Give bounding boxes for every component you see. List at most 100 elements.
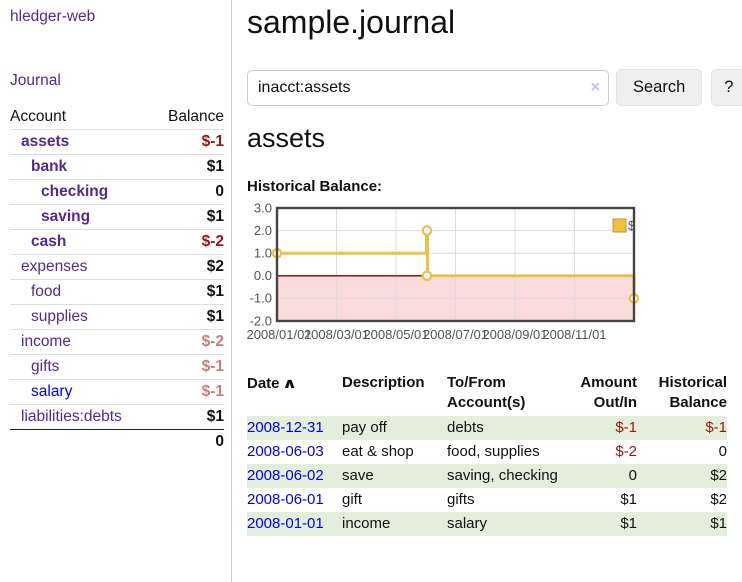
account-row: supplies $1 bbox=[10, 304, 224, 330]
chart-x-tick-labels: 2008/01/01 2008/03/01 2008/05/01 2008/07… bbox=[246, 327, 606, 342]
account-balance: $1 bbox=[206, 408, 224, 425]
account-row: expenses $2 bbox=[10, 254, 224, 280]
transaction-description: income bbox=[342, 515, 391, 532]
register-header-description: Description bbox=[342, 374, 425, 391]
historical-balance-chart[interactable]: $ 3.0 2.0 1.0 0.0 -1.0 -2.0 2008/01/01 2… bbox=[246, 201, 742, 352]
svg-text:-1.0: -1.0 bbox=[250, 291, 272, 306]
transaction-date-link[interactable]: 2008-06-01 bbox=[247, 491, 324, 508]
account-row: gifts $-1 bbox=[10, 354, 224, 380]
account-balance: $-1 bbox=[201, 383, 224, 400]
transaction-balance: $-1 bbox=[705, 419, 727, 436]
account-link-liabilities-debts[interactable]: liabilities:debts bbox=[21, 408, 122, 425]
svg-text:2008/03/01: 2008/03/01 bbox=[304, 327, 369, 342]
register-row: 2008-12-31 pay off debts $-1 $-1 bbox=[247, 416, 727, 440]
transaction-date-link[interactable]: 2008-06-02 bbox=[247, 467, 324, 484]
account-row: bank $1 bbox=[10, 154, 224, 180]
transaction-amount: 0 bbox=[628, 467, 637, 484]
transaction-accounts: gifts bbox=[447, 491, 475, 508]
transaction-date-link[interactable]: 2008-06-03 bbox=[247, 443, 324, 460]
help-button[interactable]: ? bbox=[711, 69, 742, 106]
register-header-date: Date ∧ bbox=[247, 375, 297, 392]
page-title: sample.journal bbox=[247, 4, 456, 40]
account-row: checking 0 bbox=[10, 179, 224, 205]
account-balance: $-2 bbox=[201, 333, 224, 350]
transaction-balance: $2 bbox=[710, 491, 727, 508]
account-row: assets $-1 bbox=[10, 129, 224, 155]
transaction-description: pay off bbox=[342, 419, 387, 436]
transaction-accounts: debts bbox=[447, 419, 484, 436]
transaction-description: save bbox=[342, 467, 374, 484]
register-header-balance: Historical Balance bbox=[658, 374, 727, 411]
register-table: Date ∧ Description To/From Account(s) Amo… bbox=[247, 373, 727, 536]
account-balance: $1 bbox=[206, 283, 224, 300]
account-balance: $-1 bbox=[201, 133, 224, 150]
account-balance: $-1 bbox=[201, 358, 224, 375]
svg-text:2008/05/01: 2008/05/01 bbox=[363, 327, 428, 342]
chart-title: Historical Balance: bbox=[247, 178, 383, 195]
search-input[interactable] bbox=[247, 69, 609, 106]
account-row: income $-2 bbox=[10, 329, 224, 355]
register-header-row: Date ∧ Description To/From Account(s) Amo… bbox=[247, 373, 727, 416]
sidebar: hledger-web Journal Account Balance asse… bbox=[0, 0, 232, 582]
transaction-description: gift bbox=[342, 491, 363, 508]
transaction-amount: $1 bbox=[620, 515, 637, 532]
svg-text:2008/01/01: 2008/01/01 bbox=[247, 327, 312, 342]
chart-border bbox=[275, 206, 636, 323]
accounts-header-account: Account bbox=[10, 108, 67, 125]
transaction-date-link[interactable]: 2008-01-01 bbox=[247, 515, 324, 532]
account-link-salary[interactable]: salary bbox=[31, 383, 73, 400]
account-link-saving[interactable]: saving bbox=[41, 208, 91, 225]
transaction-accounts: food, supplies bbox=[447, 443, 540, 460]
transaction-amount: $1 bbox=[620, 491, 637, 508]
brand-link[interactable]: hledger-web bbox=[10, 8, 96, 25]
register-row: 2008-06-01 gift gifts $1 $2 bbox=[247, 488, 727, 512]
svg-text:0.0: 0.0 bbox=[254, 268, 272, 283]
account-link-income[interactable]: income bbox=[21, 333, 71, 350]
transaction-accounts: salary bbox=[447, 515, 488, 532]
accounts-total-row: 0 bbox=[10, 429, 224, 455]
transaction-amount: $-1 bbox=[615, 419, 637, 436]
account-balance: $1 bbox=[206, 158, 224, 175]
account-link-cash[interactable]: cash bbox=[31, 233, 67, 250]
svg-text:2008/09/01: 2008/09/01 bbox=[482, 327, 547, 342]
chart-y-tick-labels: 3.0 2.0 1.0 0.0 -1.0 -2.0 bbox=[250, 201, 272, 329]
account-row: food $1 bbox=[10, 279, 224, 305]
account-row: salary $-1 bbox=[10, 379, 224, 405]
account-row: cash $-2 bbox=[10, 229, 224, 255]
account-link-gifts[interactable]: gifts bbox=[31, 358, 60, 375]
account-balance: $-2 bbox=[201, 233, 224, 250]
svg-text:3.0: 3.0 bbox=[254, 202, 272, 216]
svg-text:2008/07/01: 2008/07/01 bbox=[423, 327, 488, 342]
transaction-balance: $2 bbox=[710, 467, 727, 484]
account-heading: assets bbox=[247, 123, 326, 153]
search-button[interactable]: Search bbox=[616, 69, 703, 106]
accounts-header-balance: Balance bbox=[167, 108, 224, 125]
transaction-amount: $-2 bbox=[615, 443, 637, 460]
account-link-expenses[interactable]: expenses bbox=[21, 258, 88, 275]
transaction-date-link[interactable]: 2008-12-31 bbox=[247, 419, 324, 436]
account-link-assets[interactable]: assets bbox=[21, 133, 70, 150]
account-link-food[interactable]: food bbox=[31, 283, 62, 300]
journal-link[interactable]: Journal bbox=[10, 72, 61, 89]
svg-text:1.0: 1.0 bbox=[254, 246, 272, 261]
accounts-total-value: 0 bbox=[215, 433, 224, 450]
account-link-checking[interactable]: checking bbox=[41, 183, 109, 200]
clear-search-icon[interactable]: × bbox=[590, 78, 600, 96]
journal-nav: Journal bbox=[10, 72, 224, 90]
chart-legend: $ bbox=[612, 218, 636, 233]
svg-text:2.0: 2.0 bbox=[254, 223, 272, 238]
account-link-supplies[interactable]: supplies bbox=[31, 308, 88, 325]
legend-swatch bbox=[612, 218, 627, 233]
main-content: sample.journal × Search ? assets Histori… bbox=[232, 0, 742, 582]
account-balance: 0 bbox=[215, 183, 224, 200]
account-balance: $1 bbox=[206, 208, 224, 225]
account-balance: $2 bbox=[206, 258, 224, 275]
sort-ascending-icon: ∧ bbox=[281, 375, 297, 391]
register-header-accounts: To/From Account(s) bbox=[447, 374, 526, 411]
transaction-accounts: saving, checking bbox=[447, 467, 558, 484]
account-balance: $1 bbox=[206, 308, 224, 325]
accounts-header-row: Account Balance bbox=[10, 105, 224, 130]
register-header-amount: Amount Out/In bbox=[580, 374, 637, 411]
account-link-bank[interactable]: bank bbox=[31, 158, 68, 175]
